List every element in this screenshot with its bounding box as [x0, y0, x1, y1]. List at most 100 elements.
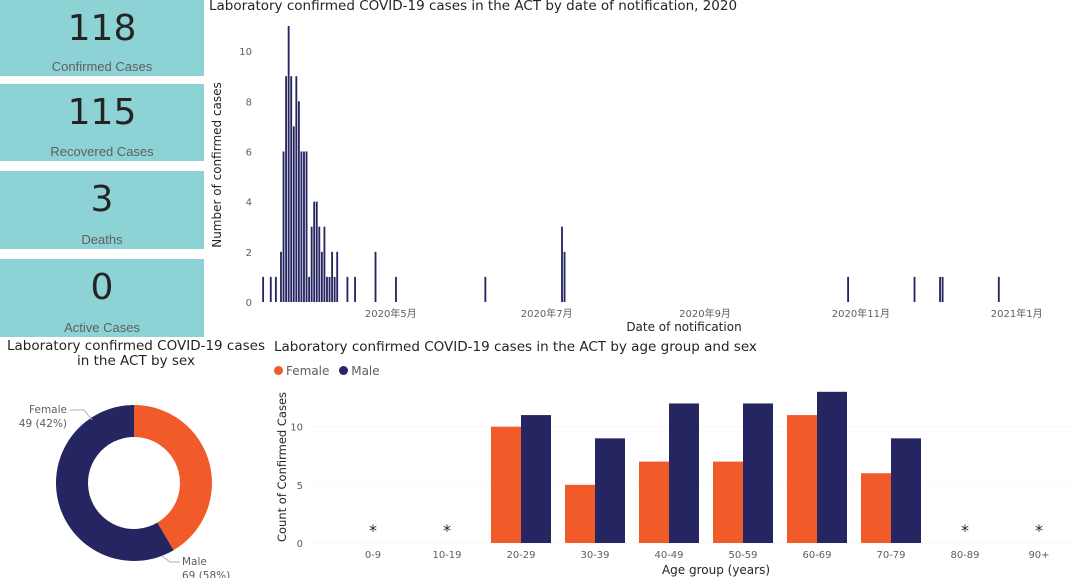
timeline-y-tick-label: 0: [246, 298, 252, 309]
age-bar-male[interactable]: [891, 438, 921, 543]
timeline-bar[interactable]: [287, 26, 290, 302]
donut-value-male: 69 (58%): [182, 570, 230, 578]
timeline-bar[interactable]: [328, 276, 331, 302]
timeline-bar[interactable]: [310, 226, 313, 302]
kpi-value: 3: [90, 179, 114, 220]
timeline-y-tick-label: 4: [246, 198, 252, 209]
age-y-tick-label: 0: [297, 539, 303, 550]
legend-label-male: Male: [351, 364, 380, 378]
kpi-card-confirmed: 118 Confirmed Cases: [0, 0, 204, 76]
age-bar-male[interactable]: [743, 403, 773, 543]
timeline-bar[interactable]: [563, 251, 566, 302]
timeline-bar[interactable]: [269, 276, 272, 302]
timeline-bar[interactable]: [262, 276, 265, 302]
timeline-bar[interactable]: [280, 251, 282, 302]
timeline-bar[interactable]: [290, 76, 293, 302]
timeline-bar[interactable]: [297, 101, 300, 302]
timeline-bar[interactable]: [561, 226, 563, 302]
timeline-y-tick-label: 10: [239, 47, 252, 58]
timeline-bar[interactable]: [300, 151, 303, 302]
suppressed-marker: *: [1035, 521, 1043, 540]
timeline-bar[interactable]: [315, 201, 318, 302]
kpi-card-active: 0 Active Cases: [0, 259, 204, 337]
age-x-tick-label: 90+: [1028, 550, 1049, 561]
timeline-bar[interactable]: [313, 201, 316, 302]
timeline-bar[interactable]: [336, 251, 339, 302]
timeline-bar[interactable]: [274, 276, 277, 302]
age-bar-female[interactable]: [713, 461, 743, 543]
timeline-bar[interactable]: [292, 126, 295, 302]
timeline-bar[interactable]: [326, 276, 328, 302]
suppressed-marker: *: [369, 521, 377, 540]
age-y-tick-label: 10: [290, 423, 303, 434]
kpi-card-deaths: 3 Deaths: [0, 171, 204, 249]
kpi-card-recovered: 115 Recovered Cases: [0, 84, 204, 161]
timeline-bar[interactable]: [847, 276, 850, 302]
legend-label-female: Female: [286, 364, 330, 378]
age-x-tick-label: 10-19: [432, 550, 461, 561]
timeline-bar[interactable]: [913, 276, 916, 302]
timeline-bar[interactable]: [282, 151, 285, 302]
age-bar-male[interactable]: [669, 403, 699, 543]
age-bar-female[interactable]: [787, 415, 817, 543]
timeline-chart: Number of confirmed cases Date of notifi…: [210, 26, 1043, 334]
timeline-bar[interactable]: [941, 276, 944, 302]
timeline-x-tick-label: 2020年9月: [679, 307, 731, 320]
donut-leader-line: [70, 409, 93, 421]
timeline-bar[interactable]: [323, 226, 326, 302]
age-bar-female[interactable]: [861, 473, 891, 543]
suppressed-marker: *: [961, 521, 969, 540]
timeline-y-tick-label: 6: [246, 147, 252, 158]
timeline-bar[interactable]: [997, 276, 1000, 302]
timeline-x-tick-label: 2020年7月: [521, 307, 573, 320]
timeline-bar[interactable]: [305, 151, 308, 302]
timeline-bar[interactable]: [303, 151, 305, 302]
legend-item-female[interactable]: Female: [274, 364, 329, 378]
age-bar-male[interactable]: [817, 391, 847, 543]
age-bar-male[interactable]: [595, 438, 625, 543]
female-dot-icon: [274, 366, 283, 375]
age-x-tick-label: 30-39: [580, 550, 609, 561]
timeline-bar[interactable]: [318, 226, 321, 302]
timeline-bar[interactable]: [308, 276, 311, 302]
donut-slice-male[interactable]: [56, 405, 174, 561]
age-bar-male[interactable]: [521, 415, 551, 543]
age-x-tick-label: 50-59: [728, 550, 757, 561]
age-x-tick-label: 70-79: [876, 550, 905, 561]
age-bar-female[interactable]: [639, 461, 669, 543]
age-bar-female[interactable]: [565, 484, 595, 543]
age-x-tick-label: 40-49: [654, 550, 683, 561]
legend-item-male[interactable]: Male: [339, 364, 380, 378]
kpi-label: Recovered Cases: [50, 144, 154, 159]
age-group-chart: Count of Confirmed Cases Age group (year…: [275, 391, 1076, 577]
age-bar-female[interactable]: [491, 426, 521, 543]
suppressed-marker: *: [443, 521, 451, 540]
age-x-tick-label: 60-69: [802, 550, 831, 561]
timeline-x-axis-label: Date of notification: [626, 320, 741, 334]
timeline-bar[interactable]: [320, 251, 323, 302]
male-dot-icon: [339, 366, 349, 375]
donut-slice-female[interactable]: [134, 405, 213, 551]
timeline-bar[interactable]: [484, 276, 487, 302]
donut-leader-line: [161, 555, 180, 563]
timeline-bar[interactable]: [354, 276, 356, 302]
kpi-label: Active Cases: [64, 320, 140, 335]
timeline-bar[interactable]: [285, 76, 288, 302]
sex-donut-chart: Female 49 (42%) Male 69 (58%): [19, 404, 230, 578]
timeline-bar[interactable]: [295, 76, 298, 302]
age-y-tick-label: 5: [297, 481, 303, 492]
timeline-x-tick-label: 2020年11月: [832, 307, 890, 320]
timeline-chart-title: Laboratory confirmed COVID-19 cases in t…: [209, 0, 738, 14]
kpi-value: 0: [90, 267, 114, 308]
kpi-value: 118: [67, 8, 137, 49]
timeline-y-axis-label: Number of confirmed cases: [210, 82, 224, 248]
donut-value-female: 49 (42%): [19, 418, 67, 430]
timeline-bar[interactable]: [346, 276, 349, 302]
timeline-bar[interactable]: [395, 276, 397, 302]
timeline-bar[interactable]: [331, 251, 334, 302]
timeline-bar[interactable]: [333, 276, 336, 302]
age-x-tick-label: 0-9: [365, 550, 381, 561]
timeline-bar[interactable]: [939, 276, 941, 302]
timeline-y-tick-label: 2: [246, 248, 252, 259]
timeline-bar[interactable]: [374, 251, 377, 302]
